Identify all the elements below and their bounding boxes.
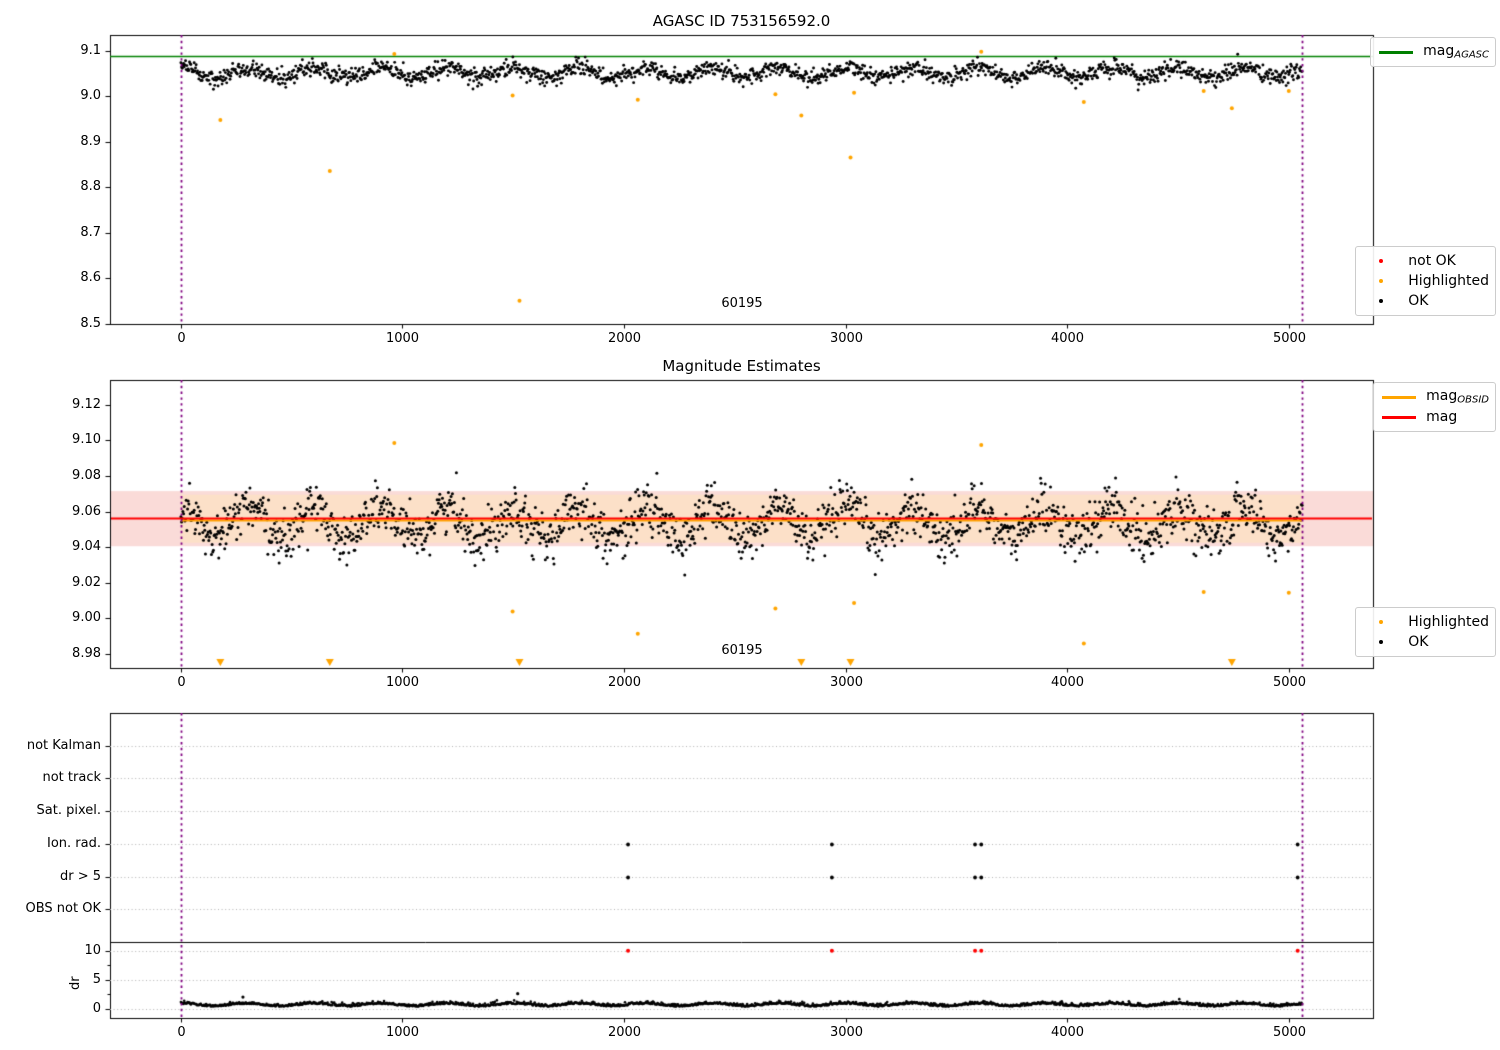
point-status-legend-2-entry-0: Highlighted (1362, 612, 1489, 632)
flag-label-3: Ion. rad. (47, 835, 101, 851)
mag-agasc-legend-subscript-0: AGASC (1454, 49, 1489, 61)
flag-label-5: OBS not OK (25, 900, 102, 916)
point-status-legend-entry-1: Highlighted (1362, 271, 1489, 291)
point-status-legend-2-entry-1: OK (1362, 632, 1489, 652)
p1-xtick-5: 5000 (1272, 331, 1307, 346)
swatch-icon (1379, 299, 1384, 303)
p2-ytick-5: 9.08 (72, 467, 101, 483)
mag-agasc-legend-line-swatch-0 (1377, 50, 1415, 54)
p2-ytick-2: 9.02 (72, 574, 101, 590)
p2-ytick-3: 9.04 (72, 538, 101, 554)
p1-xtick-2: 2000 (607, 331, 642, 346)
mag-lines-legend-line-swatch-1 (1380, 415, 1418, 419)
p1-ytick-4: 8.9 (80, 133, 101, 149)
mag-lines-legend-line-swatch-0 (1380, 395, 1418, 399)
point-status-legend-label-0: not OK (1408, 253, 1456, 269)
p3-xtick-5: 5000 (1272, 1025, 1307, 1040)
mag-lines-legend-label-1: mag (1426, 409, 1458, 425)
mag-lines-legend-entry-0: magOBSID (1380, 387, 1489, 407)
flag-label-1: not track (42, 769, 101, 785)
mag-lines-legend[interactable]: magOBSID mag (1373, 382, 1496, 432)
swatch-icon (1379, 640, 1384, 644)
swatch-icon (1379, 279, 1384, 283)
p2-xtick-2: 2000 (607, 675, 642, 690)
dr-ytick-0: 0 (92, 1000, 101, 1016)
swatch-icon (1379, 50, 1414, 54)
p1-xtick-0: 0 (177, 331, 186, 346)
mag-lines-legend-label-0: magOBSID (1426, 387, 1489, 406)
p1-ytick-5: 9.0 (80, 87, 101, 103)
flag-label-0: not Kalman (26, 737, 101, 753)
mag-agasc-legend-label-0: magAGASC (1423, 42, 1489, 61)
swatch-icon (1382, 395, 1417, 399)
swatch-icon (1379, 620, 1384, 624)
p1-xtick-3: 3000 (829, 331, 864, 346)
dr-ytick-1: 5 (92, 971, 101, 987)
point-status-legend-2[interactable]: Highlighted OK (1355, 607, 1496, 657)
p2-xtick-5: 5000 (1272, 675, 1307, 690)
p2-xtick-1: 1000 (385, 675, 420, 690)
point-status-legend-label-1: Highlighted (1408, 273, 1489, 289)
p2-ytick-6: 9.10 (72, 431, 101, 447)
point-status-legend-2-label-0: Highlighted (1408, 614, 1489, 630)
p3-xtick-2: 2000 (607, 1025, 642, 1040)
flag-label-2: Sat. pixel. (36, 802, 101, 818)
point-status-legend-entry-0: not OK (1362, 251, 1489, 271)
p1-ytick-0: 8.5 (80, 315, 101, 331)
p2-ytick-4: 9.06 (72, 503, 101, 519)
p1-ytick-1: 8.6 (80, 269, 101, 285)
p3-xtick-4: 4000 (1050, 1025, 1085, 1040)
point-status-legend-label-2: OK (1408, 293, 1429, 309)
point-status-legend-2-label-1: OK (1408, 634, 1429, 650)
mag-agasc-legend[interactable]: magAGASC (1370, 37, 1496, 67)
point-status-legend[interactable]: not OK Highlighted OK (1355, 246, 1496, 316)
swatch-icon (1379, 259, 1384, 263)
p2-xtick-0: 0 (177, 675, 186, 690)
dr-ytick-2: 10 (84, 942, 101, 958)
p1-ytick-3: 8.8 (80, 178, 101, 194)
panel-2-title: Magnitude Estimates (662, 357, 821, 375)
p1-ytick-6: 9.1 (80, 42, 101, 58)
p1-xtick-4: 4000 (1050, 331, 1085, 346)
flag-label-4: dr > 5 (59, 868, 101, 884)
point-status-legend-entry-2: OK (1362, 291, 1489, 311)
point-status-legend-dot-swatch-1 (1362, 279, 1400, 283)
page-title: AGASC ID 753156592.0 (652, 12, 831, 30)
p2-ytick-1: 9.00 (72, 609, 101, 625)
point-status-legend-dot-swatch-0 (1362, 259, 1400, 263)
p1-xtick-1: 1000 (385, 331, 420, 346)
swatch-icon (1382, 415, 1417, 419)
obsid-annotation-panel-2: 60195 (721, 643, 763, 658)
point-status-legend-dot-swatch-2 (1362, 299, 1400, 303)
p2-xtick-3: 3000 (829, 675, 864, 690)
p2-ytick-0: 8.98 (72, 645, 101, 661)
mag-lines-legend-subscript-0: OBSID (1457, 394, 1489, 406)
point-status-legend-2-dot-swatch-0 (1362, 620, 1400, 624)
p3-xtick-0: 0 (177, 1025, 186, 1040)
mag-agasc-legend-entry-0: magAGASC (1377, 42, 1489, 62)
mag-lines-legend-entry-1: mag (1380, 407, 1489, 427)
point-status-legend-2-dot-swatch-1 (1362, 640, 1400, 644)
p2-ytick-7: 9.12 (72, 396, 101, 412)
p3-xtick-3: 3000 (829, 1025, 864, 1040)
p2-xtick-4: 4000 (1050, 675, 1085, 690)
obsid-annotation-panel-1: 60195 (721, 296, 763, 311)
p1-ytick-2: 8.7 (80, 224, 101, 240)
p3-xtick-1: 1000 (385, 1025, 420, 1040)
